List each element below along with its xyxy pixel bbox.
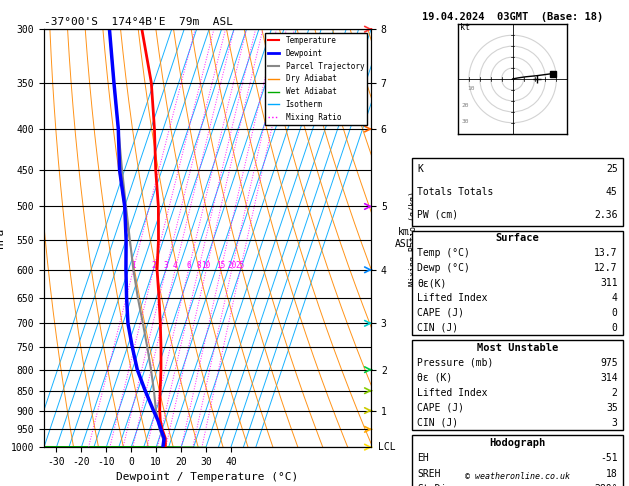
Text: 0: 0 <box>612 323 618 333</box>
Text: 18: 18 <box>606 469 618 479</box>
Text: K: K <box>417 164 423 174</box>
Text: 2: 2 <box>612 388 618 398</box>
Text: 314: 314 <box>600 373 618 382</box>
Text: 25: 25 <box>606 164 618 174</box>
Text: 4: 4 <box>612 293 618 303</box>
Text: 3: 3 <box>612 417 618 428</box>
Text: kt: kt <box>460 23 470 32</box>
Text: 4: 4 <box>173 261 177 270</box>
Text: 10: 10 <box>202 261 211 270</box>
Text: 975: 975 <box>600 358 618 368</box>
Text: θε(K): θε(K) <box>417 278 447 288</box>
Text: 2.36: 2.36 <box>594 209 618 220</box>
Text: θε (K): θε (K) <box>417 373 452 382</box>
Text: 15: 15 <box>216 261 226 270</box>
Text: CIN (J): CIN (J) <box>417 323 458 333</box>
Text: -37°00'S  174°4B'E  79m  ASL: -37°00'S 174°4B'E 79m ASL <box>44 17 233 27</box>
Text: 3: 3 <box>164 261 168 270</box>
Text: 311: 311 <box>600 278 618 288</box>
Text: CIN (J): CIN (J) <box>417 417 458 428</box>
Text: -51: -51 <box>600 453 618 463</box>
Text: 20: 20 <box>462 104 469 108</box>
Text: 20: 20 <box>227 261 237 270</box>
X-axis label: Dewpoint / Temperature (°C): Dewpoint / Temperature (°C) <box>116 472 299 483</box>
Text: SREH: SREH <box>417 469 440 479</box>
Text: 280°: 280° <box>594 485 618 486</box>
Text: CAPE (J): CAPE (J) <box>417 402 464 413</box>
Y-axis label: km
ASL: km ASL <box>394 227 412 249</box>
Text: EH: EH <box>417 453 429 463</box>
Text: © weatheronline.co.uk: © weatheronline.co.uk <box>465 472 569 481</box>
Text: Most Unstable: Most Unstable <box>477 343 558 353</box>
Text: CAPE (J): CAPE (J) <box>417 308 464 318</box>
Text: Mixing Ratio (g/kg): Mixing Ratio (g/kg) <box>409 191 418 286</box>
Text: Pressure (mb): Pressure (mb) <box>417 358 493 368</box>
Text: 25: 25 <box>236 261 245 270</box>
Y-axis label: hPa: hPa <box>0 228 5 248</box>
Text: 10: 10 <box>467 86 475 91</box>
Text: 6: 6 <box>186 261 191 270</box>
Text: Hodograph: Hodograph <box>489 438 545 448</box>
Text: Totals Totals: Totals Totals <box>417 187 493 197</box>
Text: 13.7: 13.7 <box>594 248 618 258</box>
Text: Lifted Index: Lifted Index <box>417 293 487 303</box>
Text: 0: 0 <box>612 308 618 318</box>
Text: 1: 1 <box>131 261 136 270</box>
Text: 35: 35 <box>606 402 618 413</box>
Text: Lifted Index: Lifted Index <box>417 388 487 398</box>
Text: PW (cm): PW (cm) <box>417 209 458 220</box>
Text: 12.7: 12.7 <box>594 263 618 273</box>
Text: Dewp (°C): Dewp (°C) <box>417 263 470 273</box>
Legend: Temperature, Dewpoint, Parcel Trajectory, Dry Adiabat, Wet Adiabat, Isotherm, Mi: Temperature, Dewpoint, Parcel Trajectory… <box>265 33 367 125</box>
Text: 30: 30 <box>462 119 469 124</box>
Text: Surface: Surface <box>496 233 539 243</box>
Text: 8: 8 <box>196 261 201 270</box>
Text: 2: 2 <box>151 261 156 270</box>
Text: StmDir: StmDir <box>417 485 452 486</box>
Text: 45: 45 <box>606 187 618 197</box>
Text: 19.04.2024  03GMT  (Base: 18): 19.04.2024 03GMT (Base: 18) <box>422 12 603 22</box>
Text: LCL: LCL <box>377 442 395 452</box>
Text: Temp (°C): Temp (°C) <box>417 248 470 258</box>
